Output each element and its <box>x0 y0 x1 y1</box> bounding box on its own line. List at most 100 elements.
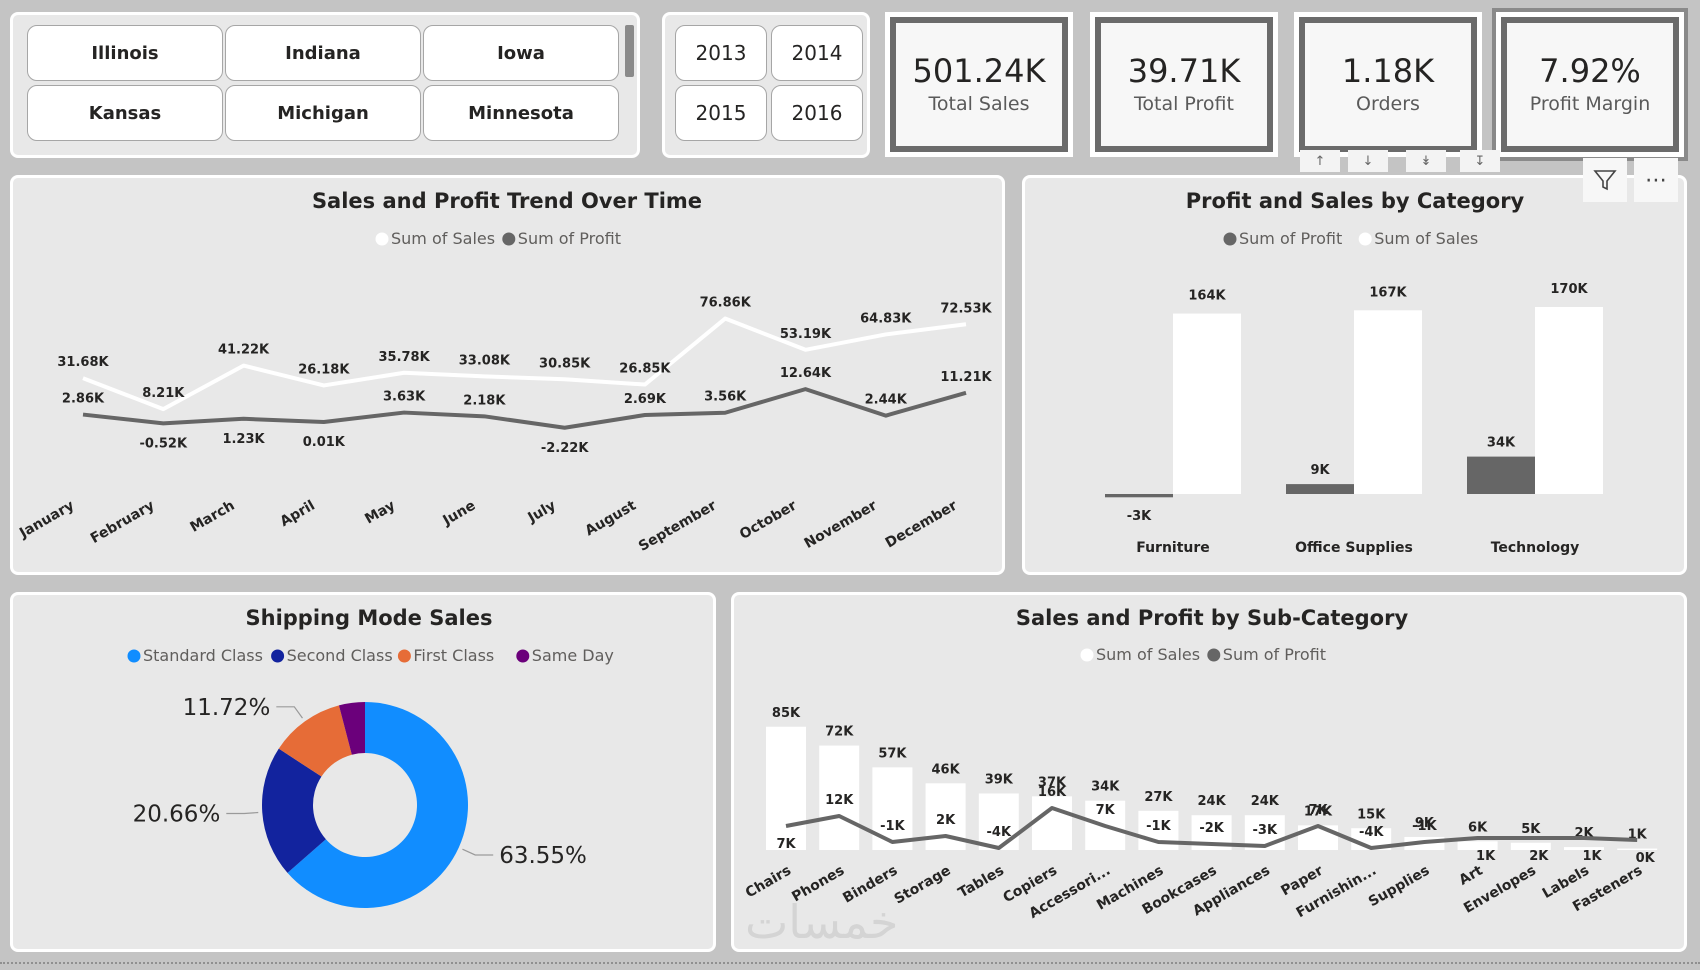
slicer-scrollbar[interactable] <box>625 25 634 77</box>
profit-data-label: 0.01K <box>303 435 346 450</box>
state-button-illinois[interactable]: Illinois <box>27 25 223 81</box>
profit-data-label: 7K <box>1308 803 1328 818</box>
sales-bar <box>819 745 860 850</box>
profit-data-label: 9K <box>1310 463 1330 478</box>
profit-data-label: -4K <box>987 825 1012 840</box>
kpi-frame: 1.18K Orders <box>1299 17 1477 152</box>
sales-data-label: 170K <box>1550 282 1588 297</box>
legend-marker <box>1358 232 1372 246</box>
sales-data-label: 46K <box>932 762 961 777</box>
legend-marker <box>271 649 285 663</box>
legend-marker <box>1223 232 1237 246</box>
drill-hierarchy-icon[interactable]: ↧ <box>1460 150 1500 172</box>
state-button-minnesota[interactable]: Minnesota <box>423 85 619 141</box>
filter-icon[interactable] <box>1583 158 1627 202</box>
sales-data-label: 41.22K <box>218 343 270 358</box>
state-button-indiana[interactable]: Indiana <box>225 25 421 81</box>
trend-chart: Sales and Profit Trend Over Time Sum of S… <box>16 189 992 555</box>
kpi-card-total-sales[interactable]: 501.24K Total Sales <box>885 12 1073 157</box>
x-axis-label: February <box>88 498 157 547</box>
x-axis-label: Office Supplies <box>1295 540 1413 556</box>
state-button-iowa[interactable]: Iowa <box>423 25 619 81</box>
donut-slice <box>278 705 352 777</box>
legend-marker <box>1080 648 1094 662</box>
profit-data-label: 3.63K <box>383 390 426 405</box>
sales-data-label: 64.83K <box>860 311 912 326</box>
sales-bar <box>1510 842 1551 850</box>
kpi-card-total-profit[interactable]: 39.71K Total Profit <box>1090 12 1278 157</box>
x-axis-label: Tables <box>956 863 1007 902</box>
x-axis-label: December <box>883 498 960 552</box>
sales-bar <box>1032 796 1072 850</box>
profit-bar <box>1105 494 1173 498</box>
profit-data-label: 2.86K <box>62 392 105 407</box>
x-axis-label: August <box>583 497 640 539</box>
sales-data-label: 26.18K <box>298 362 350 377</box>
sales-data-label: 27K <box>1144 790 1173 805</box>
kpi-value: 39.71K <box>1127 51 1241 90</box>
year-button-2013[interactable]: 2013 <box>675 25 767 81</box>
year-button-2016[interactable]: 2016 <box>771 85 863 141</box>
kpi-card-orders[interactable]: 1.18K Orders <box>1294 12 1482 157</box>
category-chart-panel: Profit and Sales by Category Sum of Profi… <box>1022 175 1687 575</box>
category-chart: Profit and Sales by Category Sum of Profi… <box>1105 189 1603 556</box>
chart-title: Sales and Profit Trend Over Time <box>312 189 702 213</box>
legend-label: Sum of Sales <box>1374 229 1478 248</box>
profit-line <box>82 387 967 430</box>
slice-data-label: 63.55% <box>499 843 587 869</box>
profit-data-label: 2.18K <box>463 393 506 408</box>
x-axis-label: Furniture <box>1136 540 1210 556</box>
x-axis-label: Technology <box>1491 540 1580 556</box>
profit-data-label: 0K <box>1636 851 1656 866</box>
profit-line <box>785 806 1638 850</box>
x-axis-label: January <box>16 498 77 542</box>
sales-bar <box>872 767 913 850</box>
sales-data-label: 24K <box>1198 794 1227 809</box>
state-button-michigan[interactable]: Michigan <box>225 85 421 141</box>
sales-data-label: 72.53K <box>940 301 992 316</box>
kpi-frame: 501.24K Total Sales <box>890 17 1068 152</box>
more-options-icon[interactable]: ⋯ <box>1634 158 1678 202</box>
kpi-card-profit-margin[interactable]: 7.92% Profit Margin <box>1492 8 1688 161</box>
year-button-2014[interactable]: 2014 <box>771 25 863 81</box>
donut-slice <box>262 748 326 873</box>
profit-data-label: -2.22K <box>541 441 589 456</box>
sales-bar <box>1354 310 1422 494</box>
profit-data-label: 1.23K <box>222 432 265 447</box>
chart-title: Sales and Profit by Sub-Category <box>1016 606 1409 630</box>
kpi-frame: 39.71K Total Profit <box>1095 17 1273 152</box>
sales-data-label: 34K <box>1091 780 1120 795</box>
x-axis-label: Supplies <box>1366 863 1432 911</box>
legend-marker <box>502 232 516 246</box>
focus-icon[interactable]: ↑ <box>1300 150 1340 172</box>
year-button-2015[interactable]: 2015 <box>675 85 767 141</box>
kpi-label: Total Sales <box>928 93 1030 116</box>
legend-label: Standard Class <box>143 646 263 665</box>
state-button-kansas[interactable]: Kansas <box>27 85 223 141</box>
expand-all-icon[interactable]: ↡ <box>1406 150 1446 172</box>
x-axis-label: Art <box>1456 862 1485 888</box>
kpi-value: 1.18K <box>1341 51 1435 90</box>
x-axis-label: June <box>439 498 478 530</box>
profit-data-label: 2K <box>936 813 956 828</box>
year-slicer: 2013 2014 2015 2016 <box>662 12 870 158</box>
profit-data-label: 12.64K <box>780 366 832 381</box>
profit-data-label: 1K <box>1476 849 1496 864</box>
sales-bar <box>1173 313 1241 494</box>
sales-bar <box>1457 841 1498 850</box>
drill-down-icon[interactable]: ↓ <box>1348 150 1388 172</box>
legend-label: First Class <box>413 646 494 665</box>
legend-label: Sum of Profit <box>1223 645 1326 664</box>
sales-data-label: 57K <box>878 746 907 761</box>
sales-data-label: 167K <box>1369 285 1407 300</box>
profit-data-label: -2K <box>1199 821 1224 836</box>
sales-data-label: 76.86K <box>700 296 752 311</box>
sales-data-label: 5K <box>1521 822 1541 837</box>
sales-data-label: 37K <box>1038 775 1067 790</box>
sales-data-label: 17K <box>1304 804 1333 819</box>
sales-data-label: 164K <box>1188 289 1226 304</box>
x-axis-label: April <box>277 498 317 531</box>
legend-marker <box>397 649 411 663</box>
legend-marker <box>375 232 389 246</box>
profit-data-label: 34K <box>1487 436 1516 451</box>
